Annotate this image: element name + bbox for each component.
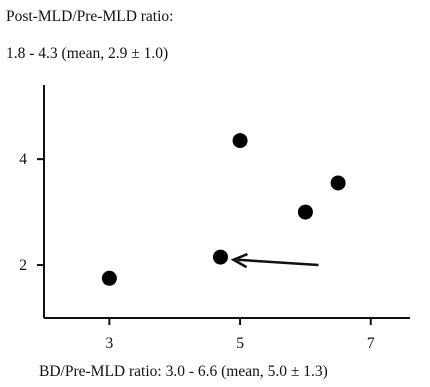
data-point bbox=[212, 249, 228, 265]
x-tick-label: 3 bbox=[105, 335, 113, 352]
x-tick-label: 5 bbox=[236, 335, 244, 352]
data-point bbox=[101, 270, 117, 286]
data-point bbox=[297, 204, 313, 220]
data-points bbox=[101, 133, 346, 286]
x-ticks: 3 5 7 bbox=[105, 318, 375, 352]
y-axis-title-line-2: 1.8 - 4.3 (mean, 2.9 ± 1.0) bbox=[6, 45, 169, 62]
y-axis-title-line-1: Post-MLD/Pre-MLD ratio: bbox=[6, 8, 174, 25]
data-point bbox=[232, 133, 248, 149]
annotation-arrow-group bbox=[230, 252, 319, 269]
annotation-arrow-shaft bbox=[237, 258, 319, 267]
annotation-arrow-head bbox=[230, 252, 248, 269]
y-ticks: 24 bbox=[19, 151, 44, 274]
data-point bbox=[330, 175, 346, 191]
y-tick-label: 4 bbox=[19, 151, 27, 168]
y-tick-label: 2 bbox=[19, 257, 27, 274]
x-axis-title: BD/Pre-MLD ratio: 3.0 - 6.6 (mean, 5.0 ±… bbox=[39, 363, 328, 380]
x-tick-label: 7 bbox=[367, 335, 375, 352]
